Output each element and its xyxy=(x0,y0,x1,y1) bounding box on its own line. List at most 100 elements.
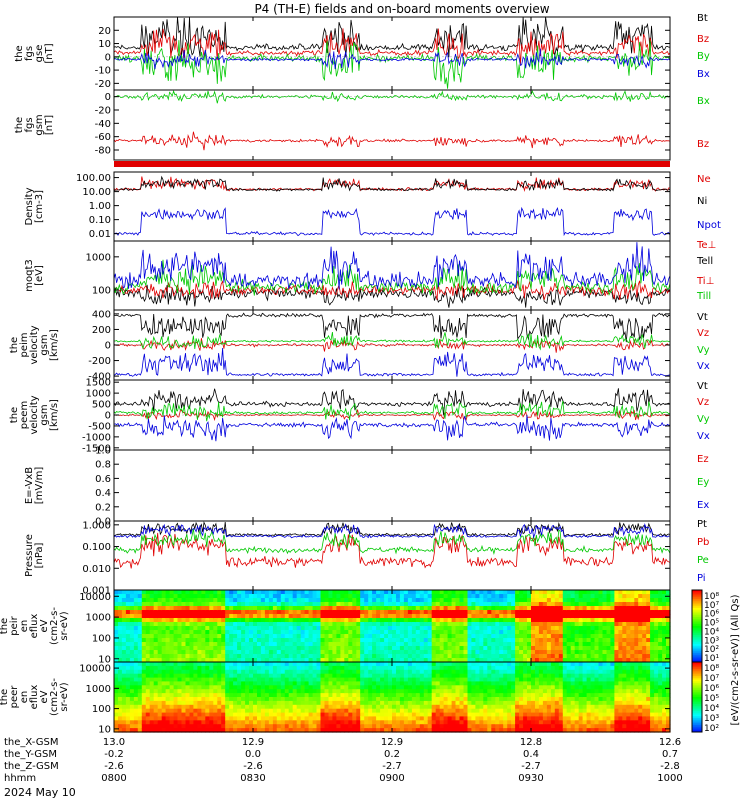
heatmap-cell xyxy=(483,638,488,643)
heatmap-cell xyxy=(380,658,385,663)
heatmap-cell xyxy=(118,677,123,683)
heatmap-cell xyxy=(666,638,671,643)
heatmap-cell xyxy=(304,728,310,733)
heatmap-cell xyxy=(415,594,421,599)
heatmap-cell xyxy=(523,673,528,679)
heatmap-cell xyxy=(268,665,274,671)
heatmap-cell xyxy=(483,630,488,635)
heatmap-cell xyxy=(332,724,337,729)
heatmap-cell xyxy=(531,654,536,659)
heatmap-cell xyxy=(336,697,341,702)
heatmap-cell xyxy=(427,720,433,725)
heatmap-cell xyxy=(550,630,556,635)
heatmap-cell xyxy=(157,681,163,686)
heatmap-cell xyxy=(364,677,369,683)
heatmap-cell xyxy=(114,602,119,607)
heatmap-cell xyxy=(245,606,250,611)
heatmap-cell xyxy=(253,654,258,659)
heatmap-cell xyxy=(527,662,532,667)
heatmap-cell xyxy=(181,602,187,607)
heatmap-cell xyxy=(538,693,544,698)
heatmap-cell xyxy=(471,610,476,615)
heatmap-cell xyxy=(419,638,425,643)
heatmap-cell xyxy=(392,685,397,690)
heatmap-cell xyxy=(241,693,246,698)
heatmap-cell xyxy=(419,685,425,690)
heatmap-cell xyxy=(125,598,131,603)
heatmap-cell xyxy=(451,685,457,690)
heatmap-cell xyxy=(392,610,397,615)
heatmap-cell xyxy=(399,712,405,718)
heatmap-cell xyxy=(396,681,401,686)
heatmap-cell xyxy=(531,716,536,721)
heatmap-cell xyxy=(197,610,202,615)
heatmap-cell xyxy=(662,598,667,603)
heatmap-cell xyxy=(483,590,488,595)
heatmap-cell xyxy=(467,598,473,603)
heatmap-cell xyxy=(257,646,262,651)
heatmap-cell xyxy=(515,646,520,651)
heatmap-cell xyxy=(415,650,421,655)
heatmap-cell xyxy=(646,650,651,655)
heatmap-cell xyxy=(177,642,183,647)
heatmap-cell xyxy=(538,650,544,655)
heatmap-cell xyxy=(241,634,246,639)
heatmap-cell xyxy=(380,654,385,659)
heatmap-cell xyxy=(229,638,234,643)
y-tick-label: 0.2 xyxy=(95,502,111,513)
heatmap-cell xyxy=(288,681,294,686)
heatmap-cell xyxy=(121,638,127,643)
heatmap-cell xyxy=(153,630,159,635)
heatmap-cell xyxy=(368,646,373,651)
heatmap-cell xyxy=(300,642,306,647)
heatmap-cell xyxy=(511,634,516,639)
heatmap-cell xyxy=(292,642,298,647)
heatmap-cell xyxy=(384,669,389,675)
heatmap-cell xyxy=(268,724,274,729)
heatmap-cell xyxy=(181,712,187,718)
heatmap-cell xyxy=(439,606,445,611)
heatmap-cell xyxy=(288,662,294,667)
heatmap-cell xyxy=(415,689,421,694)
heatmap-cell xyxy=(129,650,135,655)
heatmap-cell xyxy=(574,689,580,694)
heatmap-cell xyxy=(666,618,671,623)
heatmap-cell xyxy=(479,622,484,627)
heatmap-cell xyxy=(209,685,214,690)
heatmap-cell xyxy=(316,646,322,651)
heatmap-cell xyxy=(292,681,298,686)
heatmap-cell xyxy=(654,610,659,615)
heatmap-cell xyxy=(495,728,500,733)
heatmap-cell xyxy=(185,606,191,611)
heatmap-cell xyxy=(121,704,127,710)
heatmap-cell xyxy=(225,677,230,683)
heatmap-cell xyxy=(562,654,568,659)
heatmap-cell xyxy=(396,658,401,663)
heatmap-cell xyxy=(618,590,623,595)
heatmap-cell xyxy=(475,658,480,663)
heatmap-cell xyxy=(288,650,294,655)
heatmap-cell xyxy=(280,602,286,607)
heatmap-cell xyxy=(205,665,210,671)
heatmap-cell xyxy=(145,712,151,718)
heatmap-cell xyxy=(467,634,473,639)
heatmap-cell xyxy=(610,614,615,619)
heatmap-cell xyxy=(169,697,175,702)
heatmap-cell xyxy=(300,638,306,643)
heatmap-cell xyxy=(181,689,187,694)
heatmap-cell xyxy=(125,708,131,714)
heatmap-cell xyxy=(114,700,119,706)
heatmap-cell xyxy=(495,669,500,675)
heatmap-cell xyxy=(197,677,202,683)
heatmap-cell xyxy=(145,658,151,663)
heatmap-cell xyxy=(193,673,198,679)
heatmap-cell xyxy=(376,594,381,599)
heatmap-cell xyxy=(221,638,226,643)
heatmap-cell xyxy=(205,590,210,595)
heatmap-cell xyxy=(586,614,592,619)
heatmap-cell xyxy=(324,606,330,611)
heatmap-cell xyxy=(455,610,461,615)
heatmap-cell xyxy=(177,720,183,725)
heatmap-cell xyxy=(149,685,155,690)
heatmap-cell xyxy=(396,614,401,619)
